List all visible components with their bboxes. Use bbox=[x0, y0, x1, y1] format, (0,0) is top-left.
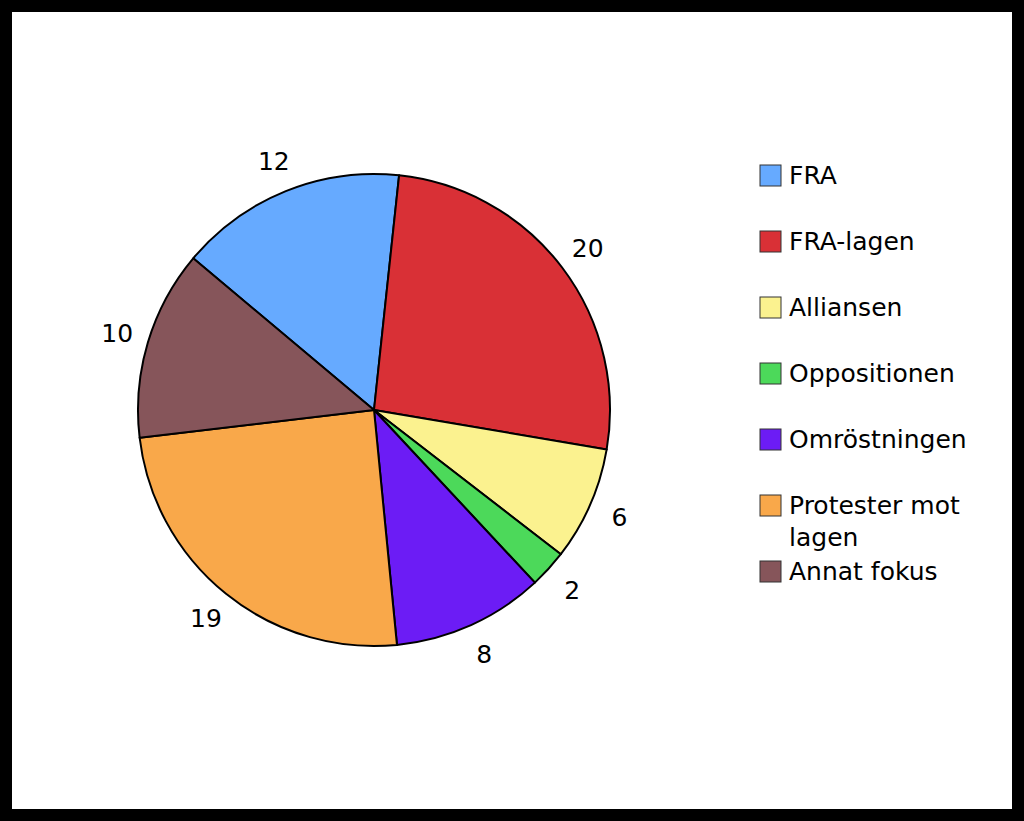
background bbox=[12, 12, 1012, 809]
data-label: 6 bbox=[612, 503, 628, 532]
data-label: 20 bbox=[572, 234, 604, 263]
legend-label: FRA-lagen bbox=[789, 227, 915, 256]
frame bbox=[0, 0, 1024, 821]
legend-swatch bbox=[760, 495, 781, 516]
pie-slice bbox=[374, 175, 610, 449]
data-label: 19 bbox=[190, 604, 222, 633]
legend: FRA FRA-lagen Alliansen Oppositionen Omröstn… bbox=[760, 161, 967, 586]
legend-swatch bbox=[760, 231, 781, 252]
data-label: 12 bbox=[258, 147, 290, 176]
pie-slice bbox=[374, 410, 535, 645]
data-label: 10 bbox=[101, 319, 133, 348]
legend-swatch bbox=[760, 429, 781, 450]
pie-slice bbox=[140, 410, 397, 646]
chart: 12206281910FRAFRA-lagenAlliansenOppositi… bbox=[0, 0, 1024, 821]
legend-label: Protester motlagen bbox=[789, 491, 960, 552]
pie: 12206281910 bbox=[101, 147, 627, 669]
legend-label: FRA bbox=[789, 161, 837, 190]
data-label: 8 bbox=[476, 640, 492, 669]
legend-label: Oppositionen bbox=[789, 359, 955, 388]
pie-slice bbox=[138, 258, 374, 437]
legend-label: Annat fokus bbox=[789, 557, 938, 586]
legend-swatch bbox=[760, 561, 781, 582]
data-label: 2 bbox=[564, 576, 580, 605]
legend-label: Alliansen bbox=[789, 293, 902, 322]
legend-swatch bbox=[760, 363, 781, 384]
legend-swatch bbox=[760, 297, 781, 318]
legend-swatch bbox=[760, 165, 781, 186]
legend-label: Omröstningen bbox=[789, 425, 967, 454]
